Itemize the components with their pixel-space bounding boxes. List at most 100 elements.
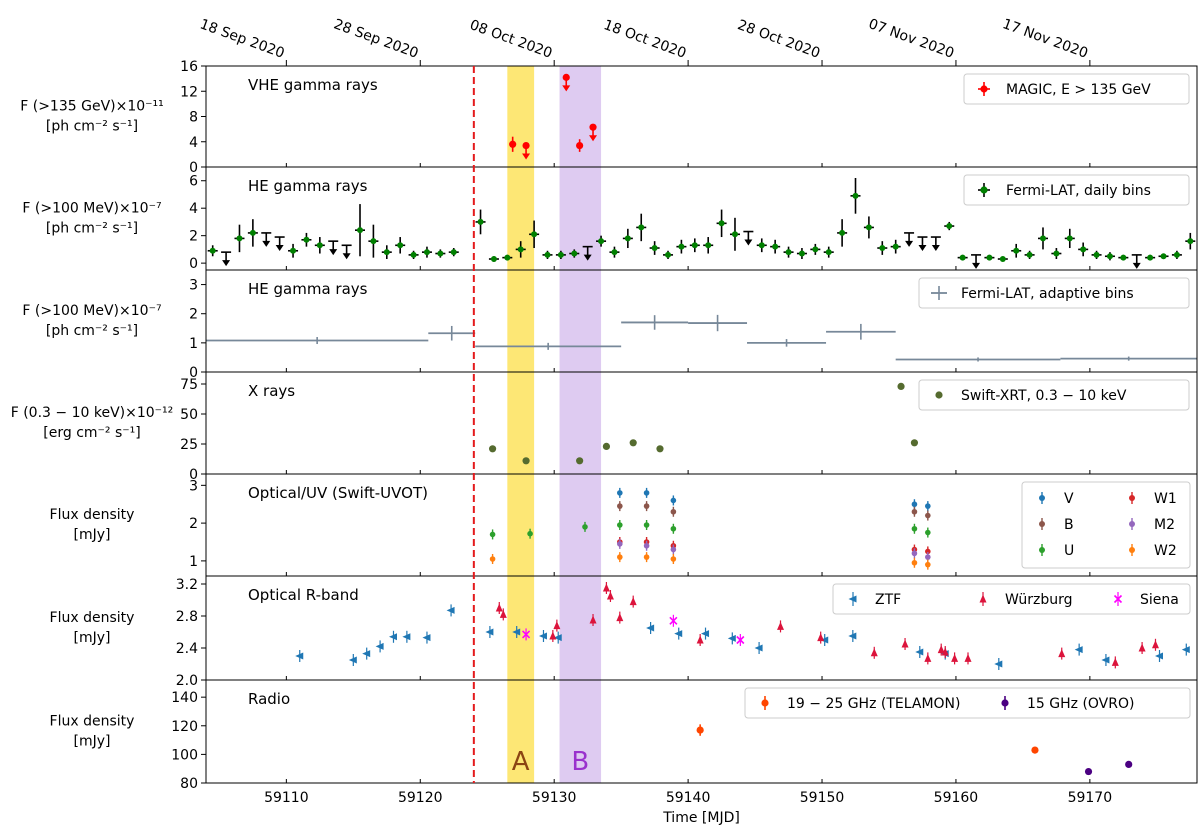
data-point (879, 245, 886, 252)
data-point (777, 621, 785, 630)
data-point (522, 630, 531, 639)
y-axis-label-line2: [erg cm⁻² s⁻¹] (43, 425, 140, 441)
data-point (772, 243, 779, 250)
legend-label: 15 GHz (OVRO) (1027, 696, 1134, 712)
data-point (624, 235, 631, 242)
data-point (423, 249, 430, 256)
data-point (1093, 251, 1100, 258)
legend-marker (980, 186, 988, 194)
upper-limit-head (275, 245, 284, 252)
data-point (602, 442, 611, 450)
date-tick-label: 18 Oct 2020 (601, 17, 688, 62)
panel-frame (205, 679, 1198, 784)
data-point (817, 633, 825, 642)
data-point (754, 644, 763, 652)
data-point (290, 247, 297, 254)
data-point (485, 628, 494, 636)
legend-box (832, 583, 1191, 615)
y-tick-label: 1 (189, 554, 198, 570)
data-point (495, 603, 503, 612)
legend: 19 − 25 GHz (TELAMON) 15 GHz (OVRO) (744, 687, 1191, 719)
date-tick-label: 28 Sep 2020 (332, 16, 421, 61)
upper-limit-head (972, 262, 981, 269)
panel-rband: 2.0 2.4 2.8 3.2 Flux density [mJy] Optical R-b… (50, 575, 1198, 689)
data-point (785, 249, 792, 256)
upper-limit-head (905, 240, 914, 247)
legend-label: MAGIC, E > 135 GeV (1006, 82, 1151, 98)
upper-limit-head (342, 253, 351, 260)
data-point (1031, 746, 1039, 754)
data-point (1039, 235, 1046, 242)
data-point (798, 250, 805, 257)
legend-box (1021, 481, 1191, 569)
data-point (925, 561, 931, 568)
x-tick-label: 59150 (800, 790, 845, 806)
upper-limit-head (329, 249, 338, 256)
data-point (911, 559, 918, 566)
y-tick-label: 12 (180, 84, 198, 100)
upper-limit-head (589, 135, 598, 142)
x-stroke (1113, 594, 1123, 604)
upper-limit-head (744, 239, 753, 246)
legend-marker (1039, 521, 1045, 527)
data-point (701, 630, 710, 638)
y-tick-label: 0 (189, 467, 198, 483)
data-point (375, 642, 384, 650)
x-stroke (736, 635, 745, 645)
data-point (925, 529, 931, 536)
y-axis-label-line1: Flux density (50, 610, 135, 626)
upper-limit-arrow (589, 127, 598, 142)
legend-marker (1129, 521, 1135, 527)
data-point (629, 439, 637, 447)
upper-limit-arrow (918, 237, 927, 252)
data-point (402, 633, 411, 641)
panel-he_daily: 0 2 4 6 F (>100 MeV)×10⁻⁷ [ph cm⁻² s⁻¹] HE gam… (22, 166, 1198, 272)
data-point (490, 256, 497, 263)
date-tick-label: 07 Nov 2020 (866, 16, 956, 62)
data-point (915, 648, 924, 656)
y-axis-label-line1: Flux density (50, 714, 135, 730)
data-point (1125, 760, 1133, 769)
data-point (598, 238, 605, 245)
data-point (249, 229, 256, 236)
data-point (303, 236, 310, 243)
data-point (617, 503, 623, 509)
data-point (362, 650, 371, 658)
y-tick-label: 2.0 (176, 673, 198, 689)
y-tick-label: 4 (189, 201, 198, 217)
y-tick-label: 3.2 (176, 577, 198, 593)
y-axis-label-line2: [ph cm⁻² s⁻¹] (46, 221, 138, 237)
data-point (1181, 646, 1190, 654)
data-point (731, 231, 738, 238)
panel-title: X rays (248, 382, 295, 400)
y-axis-label-line1: F (>100 MeV)×10⁻⁷ (22, 303, 161, 319)
data-point (643, 542, 650, 549)
y-tick-label: 120 (171, 719, 198, 735)
y-tick-label: 50 (180, 407, 198, 423)
legend-marker (1113, 594, 1123, 604)
legend-marker (980, 85, 988, 93)
data-point (606, 591, 614, 600)
data-point (1101, 656, 1110, 664)
y-tick-label: 25 (180, 437, 198, 453)
data-point (670, 525, 677, 532)
data-point (477, 218, 484, 225)
legend-label: V (1064, 491, 1074, 507)
y-tick-label: 2 (189, 307, 198, 323)
legend-label: U (1064, 543, 1074, 559)
data-point (646, 624, 655, 632)
upper-limit-arrow (972, 254, 981, 269)
data-point (617, 541, 623, 547)
data-point (617, 554, 623, 560)
legend-marker (761, 699, 769, 707)
date-tick-label: 18 Sep 2020 (198, 16, 287, 61)
upper-limit-arrow (744, 231, 753, 246)
data-point (1066, 235, 1073, 242)
data-point (937, 645, 945, 654)
date-tick-label: 08 Oct 2020 (467, 17, 554, 62)
data-point (209, 247, 216, 254)
data-point (499, 609, 507, 618)
data-point (557, 251, 564, 258)
upper-limit-head (931, 245, 940, 252)
